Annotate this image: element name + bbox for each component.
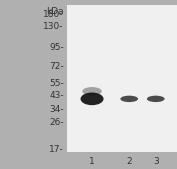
Text: 34-: 34- — [49, 105, 64, 114]
FancyBboxPatch shape — [67, 5, 177, 152]
Text: 95-: 95- — [49, 43, 64, 52]
Text: 55-: 55- — [49, 79, 64, 88]
Ellipse shape — [147, 96, 165, 102]
Text: kDa: kDa — [46, 7, 64, 16]
Ellipse shape — [120, 96, 138, 102]
Ellipse shape — [81, 93, 104, 105]
Text: 43-: 43- — [49, 91, 64, 100]
Text: 1: 1 — [89, 157, 95, 166]
Ellipse shape — [82, 87, 102, 95]
Text: 130-: 130- — [43, 22, 64, 31]
Text: 26-: 26- — [49, 118, 64, 127]
Text: 17-: 17- — [49, 145, 64, 154]
Text: 72-: 72- — [49, 62, 64, 71]
Text: 180-: 180- — [43, 10, 64, 19]
Text: 2: 2 — [126, 157, 132, 166]
Text: 3: 3 — [153, 157, 159, 166]
